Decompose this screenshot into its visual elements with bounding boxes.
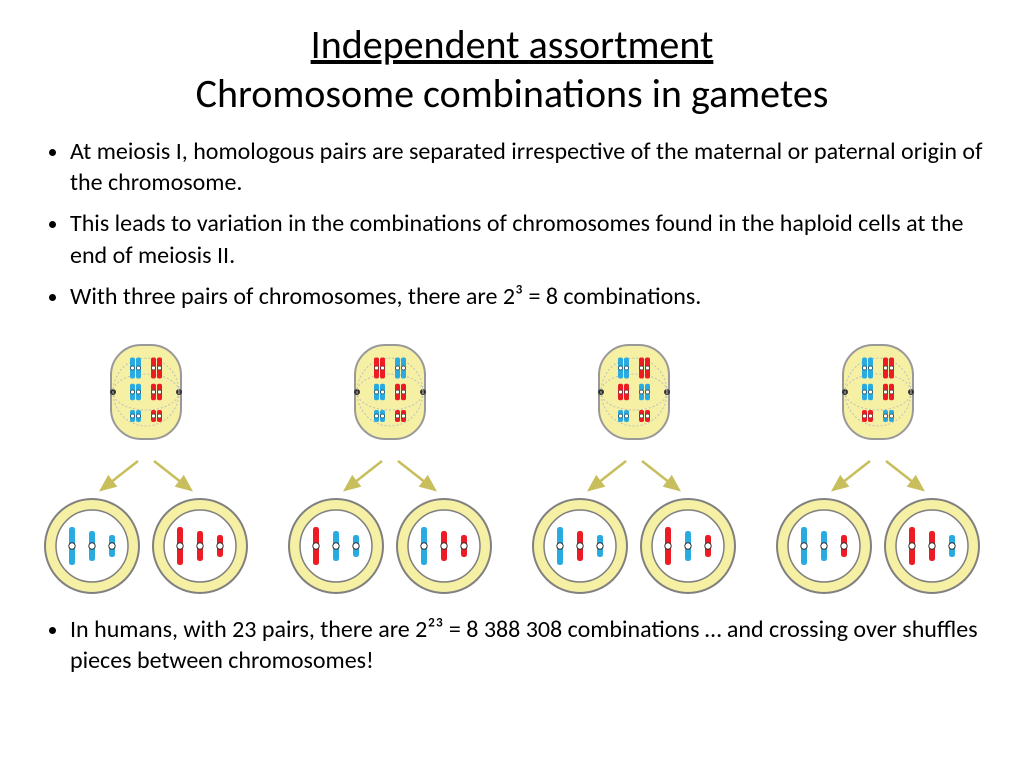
parent-cell [86, 337, 206, 477]
bullet-item: In humans, with 23 pairs, there are 2²³ … [70, 614, 994, 676]
gamete-cell [42, 496, 142, 596]
bullet-item: This leads to variation in the combinati… [70, 208, 994, 270]
gamete-cell [150, 496, 250, 596]
gamete-cell [530, 496, 630, 596]
bottom-bullets: In humans, with 23 pairs, there are 2²³ … [30, 614, 994, 676]
gamete-cell [774, 496, 874, 596]
title-line-2: Chromosome combinations in gametes [30, 69, 994, 118]
split-arrows [559, 459, 709, 494]
split-arrows [803, 459, 953, 494]
meiosis-panel [274, 337, 506, 596]
gamete-pair [530, 496, 738, 596]
top-bullets: At meiosis I, homologous pairs are separ… [30, 136, 994, 312]
diagram-row [30, 337, 994, 596]
parent-cell [330, 337, 450, 477]
gamete-pair [42, 496, 250, 596]
slide-title: Independent assortment Chromosome combin… [30, 20, 994, 118]
split-arrows [315, 459, 465, 494]
split-arrows [71, 459, 221, 494]
gamete-cell [394, 496, 494, 596]
title-line-1: Independent assortment [30, 20, 994, 69]
bullet-item: At meiosis I, homologous pairs are separ… [70, 136, 994, 198]
gamete-cell [286, 496, 386, 596]
meiosis-panel [762, 337, 994, 596]
meiosis-panel [518, 337, 750, 596]
meiosis-panel [30, 337, 262, 596]
gamete-pair [774, 496, 982, 596]
gamete-cell [638, 496, 738, 596]
bullet-item: With three pairs of chromosomes, there a… [70, 281, 994, 312]
parent-cell [574, 337, 694, 477]
parent-cell [818, 337, 938, 477]
gamete-pair [286, 496, 494, 596]
gamete-cell [882, 496, 982, 596]
